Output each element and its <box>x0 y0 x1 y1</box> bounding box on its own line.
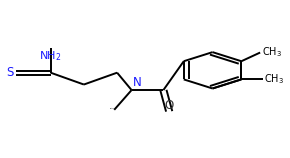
Text: O: O <box>164 99 174 112</box>
Text: CH$_3$: CH$_3$ <box>264 73 284 86</box>
Text: NH$_2$: NH$_2$ <box>39 49 62 63</box>
Text: CH$_3$: CH$_3$ <box>262 46 282 59</box>
Text: S: S <box>6 66 14 79</box>
Text: N: N <box>133 76 142 89</box>
Text: methyl: methyl <box>110 108 115 109</box>
